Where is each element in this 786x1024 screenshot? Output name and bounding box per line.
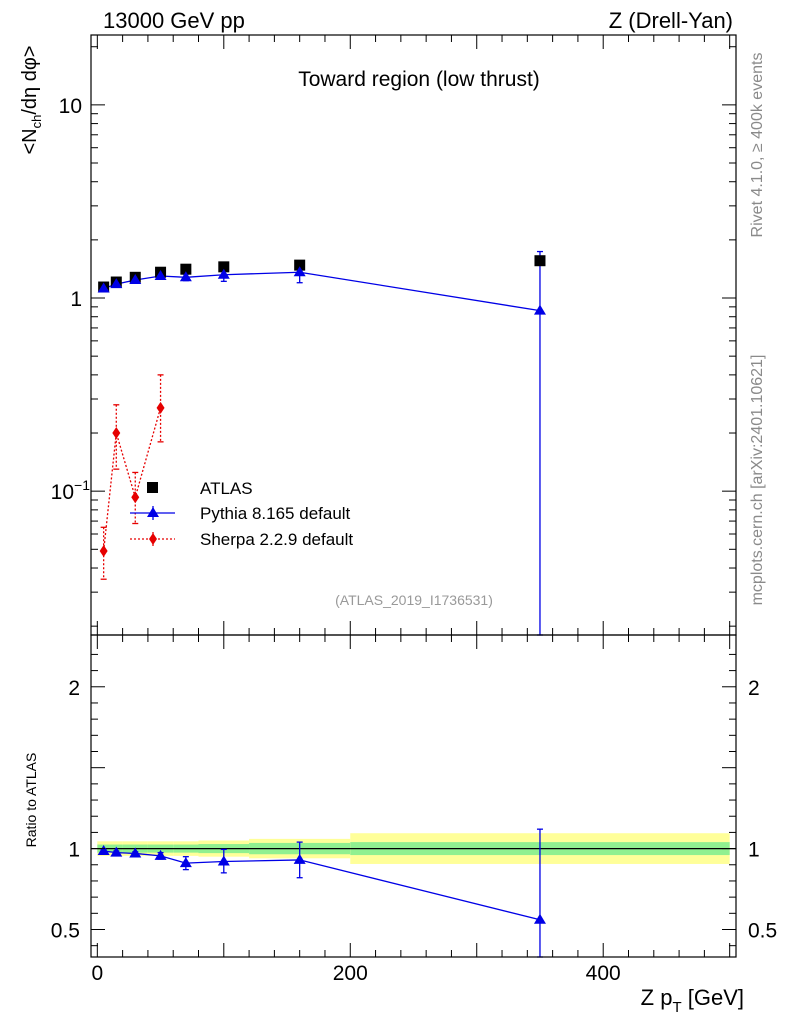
ratio-frame — [90, 634, 737, 958]
main-axes: 10−1 1 10 — [51, 35, 736, 635]
main-y-tick-label: 10 — [59, 95, 82, 118]
x-axis-label: Z pT [GeV] — [641, 985, 744, 1016]
legend-pythia-label: Pythia 8.165 default — [200, 504, 351, 523]
main-y-tick-label: 10−1 — [51, 477, 91, 504]
main-y-axis-label: <Nch/dη dφ> — [19, 46, 44, 155]
x-tick-label: 400 — [586, 962, 621, 985]
ratio-y-tick-label: 0.5 — [51, 919, 80, 942]
legend-atlas-label: ATLAS — [200, 479, 253, 498]
x-tick-label: 0 — [91, 962, 103, 985]
ratio-y-tick-label-right: 2 — [748, 677, 760, 700]
process-label: Z (Drell-Yan) — [609, 8, 733, 33]
atlas-point — [294, 259, 306, 271]
ratio-pythia-point — [110, 846, 123, 857]
x-tick-label: 200 — [333, 962, 368, 985]
ratio-data-layer — [97, 828, 546, 958]
pythia-point — [179, 271, 192, 282]
ratio-bands — [91, 833, 736, 864]
atlas-point — [180, 263, 192, 275]
ratio-y-tick-label: 2 — [68, 677, 80, 700]
atlas-point — [534, 255, 546, 267]
legend-sherpa-label: Sherpa 2.2.9 default — [200, 530, 353, 549]
energy-label: 13000 GeV pp — [103, 8, 245, 33]
pythia-line — [103, 271, 541, 312]
ratio-panel: 0 200 400 0.5 0.5 1 1 2 2 — [51, 634, 777, 985]
legend-sherpa-marker — [149, 533, 157, 545]
pythia-point — [217, 268, 230, 279]
sherpa-point — [131, 491, 140, 504]
main-y-tick-label: 1 — [70, 288, 82, 311]
ratio-y-tick-label-right: 0.5 — [748, 919, 777, 942]
analysis-tag: (ATLAS_2019_I1736531) — [335, 592, 493, 608]
legend-atlas-marker — [147, 482, 158, 493]
ratio-pythia-point — [533, 913, 546, 924]
pythia-point — [129, 273, 142, 284]
ratio-pythia-point — [97, 845, 110, 856]
sherpa-point — [99, 544, 108, 557]
main-frame — [90, 34, 737, 636]
pythia-point — [110, 278, 123, 289]
ratio-axes: 0 200 400 0.5 0.5 1 1 2 2 — [51, 635, 777, 985]
rivet-label: Rivet 4.1.0, ≥ 400k events — [749, 53, 766, 238]
main-data-layer — [97, 250, 546, 636]
pythia-point — [293, 266, 306, 277]
atlas-point — [218, 261, 230, 273]
sherpa-line — [103, 407, 162, 552]
ratio-pythia-point — [129, 847, 142, 858]
ratio-y-tick-label: 1 — [68, 839, 80, 862]
ratio-y-tick-label-right: 1 — [748, 839, 760, 862]
sherpa-point — [156, 401, 165, 414]
ratio-pythia-point — [217, 855, 230, 866]
sherpa-point — [112, 427, 121, 440]
ratio-y-axis-label: Ratio to ATLAS — [23, 753, 39, 848]
ratio-pythia-point — [293, 853, 306, 864]
pythia-point — [533, 304, 546, 315]
pythia-point — [97, 282, 110, 293]
mcplots-label: mcplots.cern.ch [arXiv:2401.10621] — [749, 355, 766, 606]
legend: ATLAS Pythia 8.165 default Sherpa 2.2.9 … — [130, 479, 353, 549]
region-label: Toward region (low thrust) — [298, 68, 540, 91]
pythia-point — [154, 270, 167, 281]
legend-pythia-marker — [147, 507, 159, 517]
ratio-pythia-point — [154, 849, 167, 860]
ratio-pythia-point — [179, 857, 192, 868]
